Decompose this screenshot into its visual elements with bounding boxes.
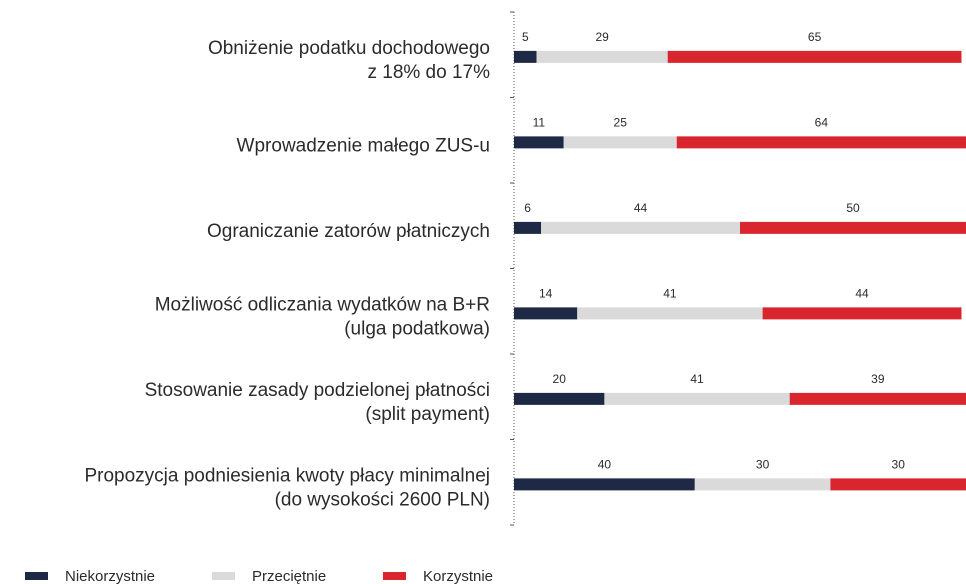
bar-segment <box>789 392 966 405</box>
legend-swatch <box>383 572 406 580</box>
bar-segment <box>676 136 966 149</box>
bar-segment <box>694 478 831 491</box>
value-label: 30 <box>756 458 770 472</box>
bar-segment <box>514 50 537 63</box>
value-label: 5 <box>522 30 529 44</box>
value-label: 20 <box>553 372 567 386</box>
bar-segment <box>667 50 962 63</box>
bar-segment <box>514 478 695 491</box>
value-label: 14 <box>539 287 553 301</box>
value-label: 44 <box>634 201 648 215</box>
value-label: 41 <box>663 287 677 301</box>
value-label: 41 <box>690 372 704 386</box>
category-label: Ograniczanie zatorów płatniczych <box>207 221 490 242</box>
value-label: 29 <box>595 30 609 44</box>
value-label: 30 <box>892 458 906 472</box>
bar-segment <box>514 221 542 234</box>
legend-label: Korzystnie <box>423 568 493 584</box>
category-label: Wprowadzenie małego ZUS-u <box>237 135 490 156</box>
legend-label: Niekorzystnie <box>65 568 155 584</box>
bar-segment <box>762 307 962 320</box>
bar-segment <box>514 307 578 320</box>
category-label: Obniżenie podatku dochodowego <box>208 38 490 59</box>
category-label: z 18% do 17% <box>367 62 490 83</box>
category-label: Propozycja podniesienia kwoty płacy mini… <box>84 465 490 486</box>
category-label: (do wysokości 2600 PLN) <box>275 489 490 510</box>
bar-segment <box>740 221 966 234</box>
value-label: 25 <box>614 116 628 130</box>
bar-segment <box>536 50 668 63</box>
category-label: (ulga podatkowa) <box>344 318 490 339</box>
bar-segment <box>514 136 564 149</box>
category-label: Stosowanie zasady podzielonej płatności <box>145 380 490 401</box>
value-label: 65 <box>808 30 822 44</box>
bar-segment <box>577 307 763 320</box>
value-label: 64 <box>815 116 829 130</box>
legend-swatch <box>25 572 48 580</box>
legend-label: Przeciętnie <box>252 568 326 584</box>
value-label: 50 <box>846 201 860 215</box>
category-label: Możliwość odliczania wydatków na B+R <box>155 294 490 315</box>
bar-segment <box>830 478 966 491</box>
bar-segment <box>541 221 740 234</box>
bar-segment <box>514 392 605 405</box>
value-label: 11 <box>533 116 546 130</box>
value-label: 44 <box>855 287 869 301</box>
bar-segment <box>604 392 790 405</box>
bar-segment <box>563 136 677 149</box>
value-label: 6 <box>524 201 531 215</box>
legend-swatch <box>212 572 235 580</box>
value-label: 40 <box>598 458 612 472</box>
value-label: 39 <box>871 372 885 386</box>
category-label: (split payment) <box>365 404 490 425</box>
